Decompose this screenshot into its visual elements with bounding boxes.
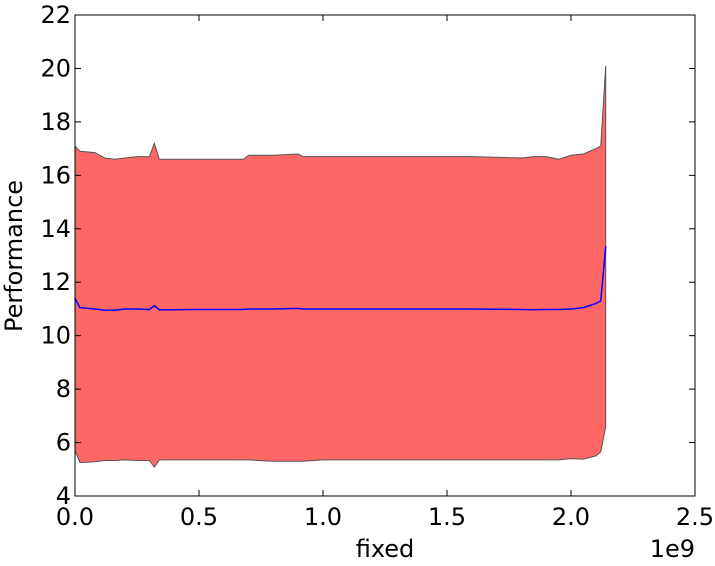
y-tick-label: 6 [56, 429, 71, 457]
band-area [74, 65, 607, 468]
x-tick-label: 0.0 [56, 503, 94, 531]
mean-line [74, 246, 607, 312]
y-tick-label: 20 [40, 54, 71, 82]
x-tick-label: 0.5 [180, 503, 218, 531]
y-tick-label: 14 [40, 215, 71, 243]
x-axis-label: fixed [356, 535, 415, 563]
y-tick-label: 4 [56, 482, 71, 510]
y-tick-label: 16 [40, 161, 71, 189]
x-offset-label: 1e9 [650, 535, 695, 563]
y-tick-label: 22 [40, 1, 71, 29]
x-tick-label: 1.0 [304, 503, 342, 531]
y-axis-label: Performance [0, 180, 28, 332]
y-tick-label: 8 [56, 375, 71, 403]
x-tick-label: 2.0 [552, 503, 590, 531]
y-tick-label: 10 [40, 322, 71, 350]
x-tick-label: 1.5 [428, 503, 466, 531]
x-tick-label: 2.5 [676, 503, 714, 531]
y-tick-label: 12 [40, 268, 71, 296]
plot-frame [74, 14, 696, 497]
y-tick-label: 18 [40, 108, 71, 136]
